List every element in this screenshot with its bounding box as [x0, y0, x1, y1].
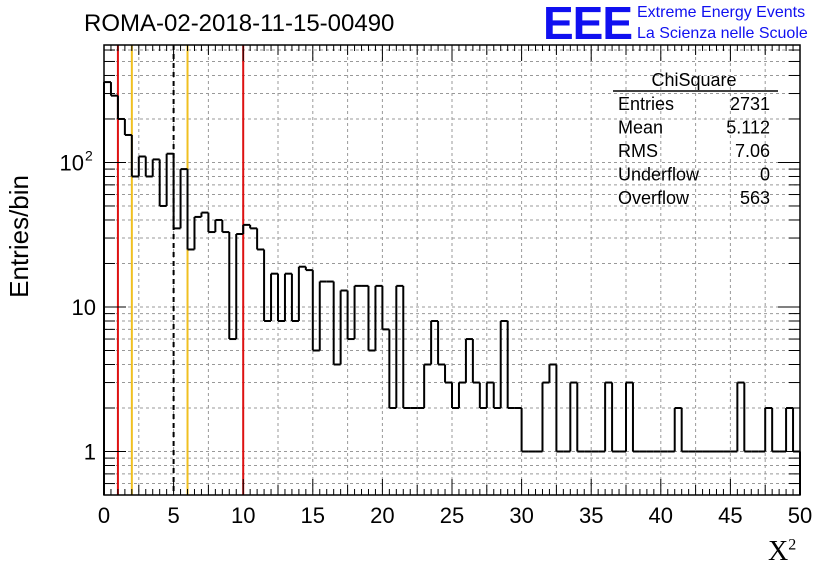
chart-title: ROMA-02-2018-11-15-00490: [84, 10, 395, 37]
reference-lines: [116, 45, 245, 495]
x-tick-label: 40: [649, 503, 673, 528]
axes: [103, 44, 801, 496]
stats-value-entries: 2731: [730, 94, 770, 114]
x-tick-label: 50: [788, 503, 812, 528]
x-tick-label: 15: [301, 503, 325, 528]
grid: [104, 45, 800, 495]
stats-label-underflow: Underflow: [618, 165, 700, 185]
x-tick-label: 45: [718, 503, 742, 528]
stats-title: ChiSquare: [651, 70, 736, 90]
logo-line-2: La Scienza nelle Scuole: [637, 25, 808, 42]
logo-line-1: Extreme Energy Events: [637, 4, 806, 21]
stats-label-rms: RMS: [618, 141, 658, 161]
stats-value-mean: 5.112: [726, 118, 770, 138]
stats-value-rms: 7.06: [735, 141, 770, 161]
stats-label-entries: Entries: [618, 94, 674, 114]
x-tick-label: 35: [579, 503, 603, 528]
x-tick-label: 10: [231, 503, 255, 528]
stats-label-overflow: Overflow: [618, 188, 690, 208]
stats-label-mean: Mean: [618, 118, 663, 138]
x-axis-label-base: X: [768, 536, 789, 567]
x-tick-label: 5: [167, 503, 179, 528]
stats-value-overflow: 563: [740, 188, 770, 208]
x-tick-label: 0: [98, 503, 110, 528]
x-axis-label-sup: 2: [788, 536, 797, 554]
x-axis-label: X2: [768, 536, 796, 568]
y-tick-label: 10: [72, 295, 96, 320]
histogram-series: [103, 81, 801, 495]
stats-value-underflow: 0: [760, 165, 770, 185]
x-tick-label: 25: [440, 503, 464, 528]
x-tick-label: 20: [370, 503, 394, 528]
y-tick-label: 1: [84, 439, 96, 464]
y-tick-label: 10: [60, 150, 84, 175]
y-tick-label-exp: 2: [85, 147, 93, 163]
x-tick-label: 30: [509, 503, 533, 528]
eee-logo: EEE: [543, 0, 633, 49]
stats-box: ChiSquare Entries 2731 Mean 5.112 RMS 7.06 Und…: [613, 70, 778, 208]
